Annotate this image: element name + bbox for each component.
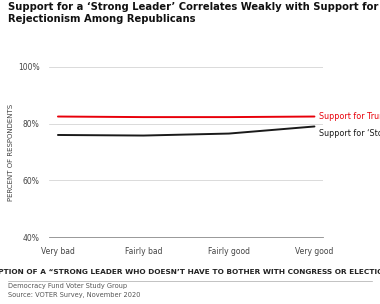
Text: Source: VOTER Survey, November 2020: Source: VOTER Survey, November 2020 <box>8 292 140 298</box>
Text: PERCEPTION OF A “STRONG LEADER WHO DOESN’T HAVE TO BOTHER WITH CONGRESS OR ELECT: PERCEPTION OF A “STRONG LEADER WHO DOESN… <box>0 269 380 275</box>
Text: Support for Trump: Support for Trump <box>319 112 380 121</box>
Text: Rejectionism Among Republicans: Rejectionism Among Republicans <box>8 14 195 24</box>
Text: Democracy Fund Voter Study Group: Democracy Fund Voter Study Group <box>8 283 127 289</box>
Text: Support for ‘Stop the Steal’: Support for ‘Stop the Steal’ <box>319 129 380 138</box>
Text: Support for a ‘Strong Leader’ Correlates Weakly with Support for Trump and Elect: Support for a ‘Strong Leader’ Correlates… <box>8 2 380 12</box>
Y-axis label: PERCENT OF RESPONDENTS: PERCENT OF RESPONDENTS <box>8 103 14 201</box>
